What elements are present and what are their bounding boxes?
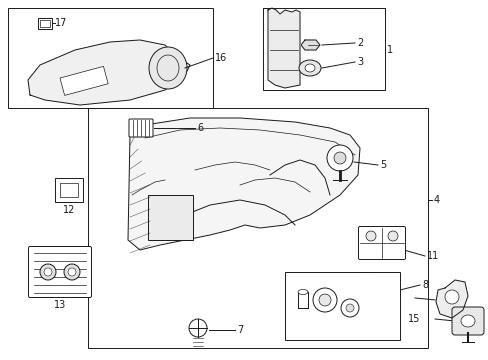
Circle shape: [387, 231, 397, 241]
Bar: [55, 178, 83, 202]
Text: 13: 13: [54, 300, 66, 310]
Circle shape: [68, 268, 76, 276]
FancyBboxPatch shape: [358, 226, 405, 260]
Polygon shape: [267, 8, 299, 88]
Circle shape: [318, 294, 330, 306]
Text: 6: 6: [197, 123, 203, 133]
Ellipse shape: [305, 64, 314, 72]
Text: 10: 10: [361, 272, 373, 282]
Circle shape: [365, 231, 375, 241]
Bar: [38, 18, 52, 29]
Bar: [148, 195, 193, 240]
Text: 2: 2: [356, 38, 363, 48]
Ellipse shape: [460, 315, 474, 327]
FancyBboxPatch shape: [129, 119, 153, 137]
Text: 3: 3: [356, 57, 363, 67]
Text: 12: 12: [62, 205, 75, 215]
Text: 8: 8: [421, 280, 427, 290]
Bar: [88, 108, 427, 348]
Text: 7: 7: [237, 325, 243, 335]
Bar: [40, 20, 50, 27]
Bar: [285, 272, 399, 340]
Ellipse shape: [297, 289, 307, 294]
Polygon shape: [28, 40, 190, 105]
Text: 4: 4: [433, 195, 439, 205]
Circle shape: [326, 145, 352, 171]
Text: 9: 9: [291, 325, 298, 335]
Circle shape: [189, 319, 206, 337]
Circle shape: [64, 264, 80, 280]
FancyBboxPatch shape: [28, 247, 91, 297]
Text: 17: 17: [55, 18, 67, 28]
Bar: [60, 183, 78, 197]
Circle shape: [340, 299, 358, 317]
Circle shape: [333, 152, 346, 164]
Circle shape: [44, 268, 52, 276]
Ellipse shape: [149, 47, 186, 89]
Text: 16: 16: [215, 53, 227, 63]
Text: 14: 14: [383, 293, 395, 303]
Bar: [60, 66, 108, 95]
Polygon shape: [435, 280, 467, 318]
Circle shape: [346, 304, 353, 312]
Ellipse shape: [298, 60, 320, 76]
FancyBboxPatch shape: [451, 307, 483, 335]
Circle shape: [312, 288, 336, 312]
Text: 15: 15: [407, 314, 419, 324]
Polygon shape: [301, 40, 319, 50]
Text: 1: 1: [386, 45, 392, 55]
Text: 11: 11: [426, 251, 438, 261]
Circle shape: [444, 290, 458, 304]
Circle shape: [40, 264, 56, 280]
Text: 5: 5: [379, 160, 386, 170]
Polygon shape: [128, 118, 359, 250]
Bar: [8, 8, 213, 108]
